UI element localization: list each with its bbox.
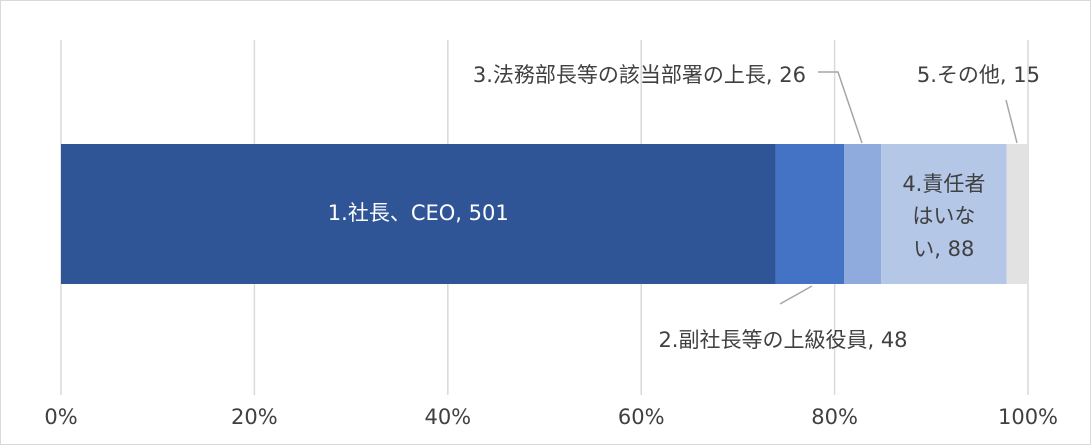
bar-segment	[1006, 144, 1028, 284]
data-label: 5.その他, 15	[917, 63, 1040, 87]
leader-line	[1005, 99, 1018, 144]
data-label: 2.副社長等の上級役員, 48	[658, 328, 907, 352]
x-tick-label: 40%	[424, 405, 471, 429]
leader-line	[818, 71, 863, 144]
data-label: 1.社長、CEO, 501	[328, 201, 509, 225]
bar-segment	[844, 144, 882, 284]
data-label: 3.法務部長等の該当部署の上長, 26	[473, 63, 806, 87]
bar-segment	[775, 144, 845, 284]
x-tick-label: 100%	[998, 405, 1058, 429]
data-label: はいな	[912, 204, 975, 228]
x-tick-label: 20%	[231, 405, 278, 429]
leader-line	[779, 285, 813, 305]
labels: 0% 20% 40% 60% 80% 100% 1.社長、CEO, 501 2.副社長等の上級…	[44, 63, 1058, 429]
x-tick-label: 60%	[618, 405, 665, 429]
bar-segment	[61, 144, 776, 284]
x-tick-label: 0%	[44, 405, 77, 429]
x-tick-label: 80%	[811, 405, 858, 429]
bar-segment	[881, 144, 1007, 284]
leader-lines	[779, 71, 1018, 305]
data-label: 4.責任者	[902, 172, 985, 196]
bars	[61, 144, 1028, 284]
data-label: い, 88	[913, 237, 974, 261]
